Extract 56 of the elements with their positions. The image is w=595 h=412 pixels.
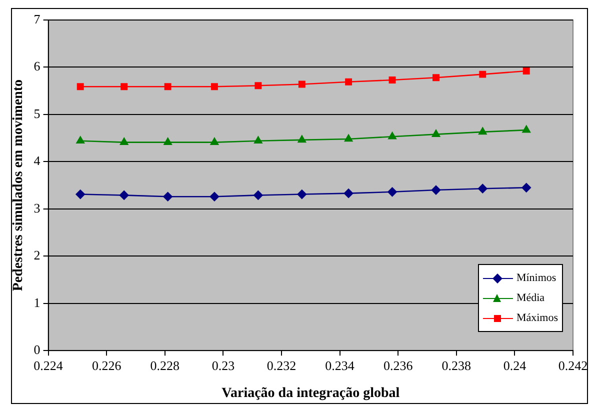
y-tick-label: 0 (34, 342, 40, 358)
point (388, 132, 396, 140)
y-tick-label: 1 (34, 294, 40, 310)
point (76, 190, 86, 199)
legend-label: Mínimos (516, 271, 556, 286)
point (344, 134, 353, 142)
x-tick-label: 0.23 (212, 358, 235, 373)
y-tick-label: 7 (34, 11, 41, 26)
point (210, 138, 219, 145)
point (164, 83, 172, 90)
point (478, 127, 487, 135)
x-tick-label: 0.234 (325, 358, 355, 373)
point (345, 78, 352, 86)
point (254, 136, 262, 144)
point (388, 76, 396, 84)
x-axis-title: Variação da integração global (222, 386, 400, 402)
point (479, 70, 486, 78)
y-axis-title: Pedestres simulados em movimento (11, 79, 26, 292)
point (119, 190, 129, 200)
point (163, 192, 172, 202)
x-tick-label: 0.242 (558, 358, 588, 373)
legend-label: Média (516, 291, 545, 306)
point (298, 135, 306, 143)
x-tick-label: 0.226 (92, 358, 122, 373)
point (478, 184, 488, 194)
point (210, 192, 220, 202)
x-tick-label: 0.228 (150, 358, 180, 373)
point (76, 136, 84, 144)
x-tick-label: 0.24 (503, 358, 527, 373)
x-tick-label: 0.238 (442, 358, 472, 373)
point (522, 125, 530, 133)
point (76, 83, 84, 90)
y-tick-label: 4 (34, 153, 41, 168)
point (254, 190, 263, 200)
point (210, 83, 218, 90)
x-tick-label: 0.236 (383, 358, 414, 373)
point (164, 138, 172, 145)
point (297, 190, 307, 199)
y-tick-label: 2 (34, 248, 40, 263)
point (388, 187, 397, 197)
legend-label: Máximos (516, 311, 558, 326)
point (432, 74, 440, 82)
point (522, 183, 532, 192)
x-tick-label: 0.224 (34, 358, 64, 373)
y-tick-label: 5 (34, 106, 40, 121)
point (254, 82, 262, 90)
point (431, 185, 441, 195)
point (522, 68, 530, 74)
point (344, 188, 354, 198)
point (120, 138, 128, 145)
y-tick-label: 6 (34, 58, 41, 74)
point (298, 80, 306, 88)
point (432, 130, 440, 137)
point (120, 83, 128, 90)
x-tick-label: 0.232 (266, 358, 296, 373)
y-tick-label: 3 (34, 200, 40, 216)
